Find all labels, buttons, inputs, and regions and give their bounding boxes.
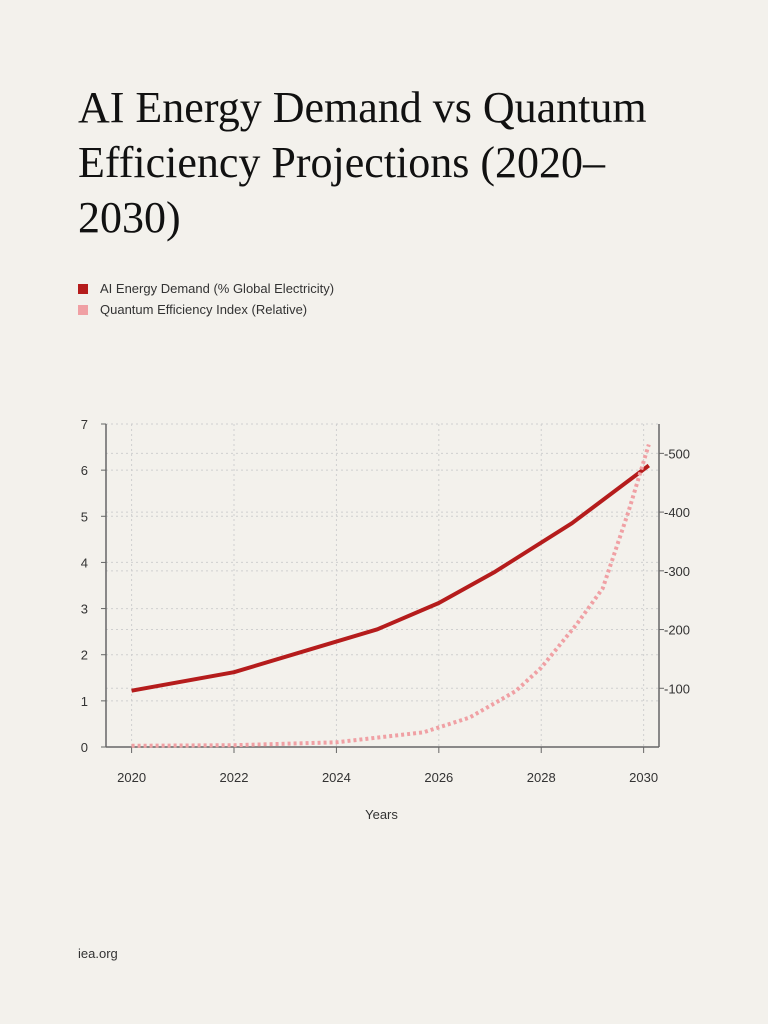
x-tick-label: 2026 xyxy=(424,770,453,785)
y-tick-label-right: -400 xyxy=(664,505,690,520)
y-tick-label-right: -100 xyxy=(664,681,690,696)
legend: AI Energy Demand (% Global Electricity) … xyxy=(78,278,334,320)
y-tick-label-left: 4 xyxy=(81,555,88,570)
y-tick-label-right: -200 xyxy=(664,623,690,638)
legend-swatch-quantum xyxy=(78,304,88,315)
x-tick-label: 2024 xyxy=(322,770,351,785)
y-tick-label-left: 1 xyxy=(81,694,88,709)
x-tick-label: 2022 xyxy=(220,770,249,785)
y-tick-label-left: 5 xyxy=(81,509,88,524)
legend-label-quantum: Quantum Efficiency Index (Relative) xyxy=(100,302,308,317)
legend-label-ai-energy: AI Energy Demand (% Global Electricity) xyxy=(100,281,335,296)
series-line-quantum xyxy=(131,444,651,748)
y-tick-label-right: -300 xyxy=(664,564,690,579)
series-line-ai-energy xyxy=(131,463,651,693)
chart-title: AI Energy Demand vs Quantum Efficiency P… xyxy=(78,83,647,242)
legend-swatch-ai-energy xyxy=(78,283,88,294)
y-tick-label-left: 0 xyxy=(81,740,88,755)
x-tick-label: 2030 xyxy=(629,770,658,785)
legend-item-ai-energy: AI Energy Demand (% Global Electricity) xyxy=(78,278,334,299)
y-tick-label-right: -500 xyxy=(664,446,690,461)
y-tick-label-left: 6 xyxy=(81,463,88,478)
x-axis-label: Years xyxy=(365,807,398,822)
y-tick-label-left: 7 xyxy=(81,417,88,432)
y-tick-label-left: 3 xyxy=(81,602,88,617)
legend-item-quantum: Quantum Efficiency Index (Relative) xyxy=(78,299,334,320)
x-tick-label: 2020 xyxy=(117,770,146,785)
y-tick-label-left: 2 xyxy=(81,648,88,663)
x-tick-label: 2028 xyxy=(527,770,556,785)
source-label: iea.org xyxy=(78,946,118,961)
